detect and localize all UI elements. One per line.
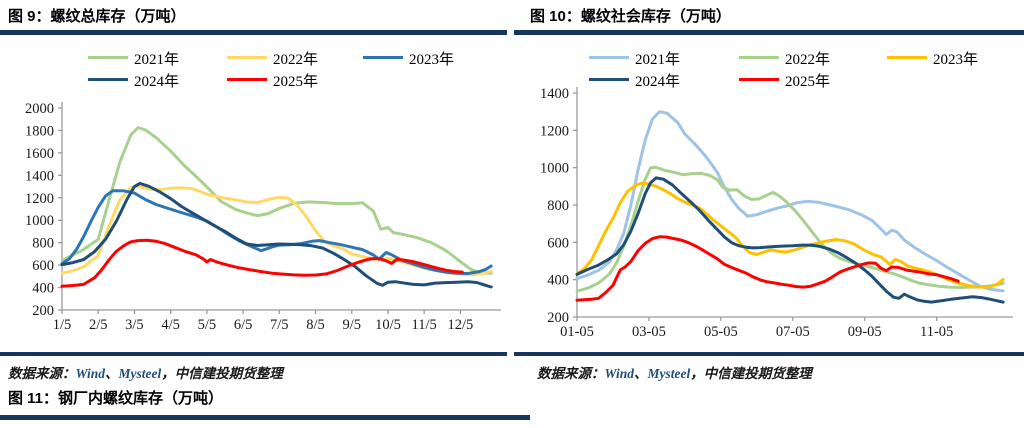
source-separator: 、 [634, 366, 648, 381]
legend-label: 2025年 [785, 74, 831, 90]
x-tick-label: 7/5 [270, 317, 289, 333]
source-note-left: 数据来源：Wind、Mysteel，中信建投期货整理 [8, 362, 283, 382]
legend-label: 2023年 [933, 52, 979, 68]
series-line-2024年 [575, 176, 1005, 304]
figure-9-title: 图 9：螺纹总库存（万吨） [8, 8, 186, 25]
legend-swatch-2024年 [88, 77, 128, 81]
source-mysteel: Mysteel [118, 366, 162, 381]
x-tick-label: 9/5 [342, 317, 361, 333]
legend-swatch-2024年 [589, 77, 629, 81]
figure-9-chart: 200 400 600 800 1000 1200 1400 1600 1800 2000 1/5 2… [25, 101, 501, 333]
legend-swatch-2025年 [739, 77, 779, 81]
x-tick-label: 3/5 [125, 317, 144, 333]
figure-10-title: 图 10：螺纹社会库存（万吨） [530, 8, 731, 25]
y-tick-label: 800 [32, 236, 54, 252]
series-line-2025年 [60, 238, 464, 288]
legend-swatch-2025年 [227, 77, 267, 81]
source-suffix: ，中信建投期货整理 [690, 366, 812, 381]
y-tick-label: 200 [32, 303, 54, 319]
legend-item-2024年: 2024年 [589, 70, 680, 90]
x-tick-label: 10/5 [375, 317, 401, 333]
x-tick-label: 1/5 [53, 317, 72, 333]
source-mysteel: Mysteel [647, 366, 691, 381]
x-tick-label: 8/5 [306, 317, 325, 333]
source-wind: Wind [75, 366, 106, 381]
x-tick-label: 11/5 [412, 317, 437, 333]
legend-label: 2021年 [635, 52, 681, 68]
figure-10-bottom-rule [514, 352, 1024, 356]
source-wind: Wind [604, 366, 635, 381]
y-tick-label: 600 [547, 235, 569, 251]
legend-item-2025年: 2025年 [227, 70, 318, 90]
legend-label: 2022年 [785, 52, 831, 68]
x-tick-label: 2/5 [89, 317, 108, 333]
legend-swatch-2023年 [363, 55, 403, 59]
source-note-right: 数据来源：Wind、Mysteel，中信建投期货整理 [537, 362, 812, 382]
y-tick-label: 1200 [540, 123, 569, 139]
y-tick-label: 400 [32, 281, 54, 297]
figure-9-bottom-rule [0, 352, 507, 356]
legend-label: 2021年 [134, 52, 180, 68]
y-tick-label: 800 [547, 198, 569, 214]
legend-item-2024年: 2024年 [88, 70, 179, 90]
source-prefix: 数据来源： [537, 366, 605, 381]
y-tick-label: 1800 [25, 123, 54, 139]
source-suffix: ，中信建投期货整理 [161, 366, 283, 381]
legend-swatch-2022年 [227, 55, 267, 59]
legend-item-2021年: 2021年 [88, 48, 179, 68]
x-tick-label: 6/5 [234, 317, 253, 333]
legend-item-2022年: 2022年 [739, 48, 830, 68]
legend-item-2023年: 2023年 [363, 48, 454, 68]
figure-10-title-rule [514, 30, 1024, 35]
figure-11-title: 图 11：钢厂内螺纹库存（万吨） [8, 390, 224, 407]
legend-item-2023年: 2023年 [887, 48, 978, 68]
series-line-2021年 [60, 126, 493, 275]
y-tick-label: 200 [547, 310, 569, 326]
figure-11-title-rule [0, 415, 530, 420]
legend-swatch-2022年 [739, 55, 779, 59]
figure-9-title-rule [0, 30, 507, 35]
x-tick-label: 11-05 [920, 324, 953, 340]
legend-item-2021年: 2021年 [589, 48, 680, 68]
series-line-2021年 [575, 110, 1005, 293]
x-tick-label: 12/5 [448, 317, 474, 333]
y-tick-label: 600 [32, 258, 54, 274]
x-tick-label: 4/5 [161, 317, 180, 333]
x-tick-label: 09-05 [848, 324, 882, 340]
y-tick-label: 2000 [25, 101, 54, 117]
y-tick-label: 1200 [25, 191, 54, 207]
series-line-2024年 [60, 181, 493, 289]
series-line-2025年 [575, 235, 960, 302]
legend-swatch-2021年 [88, 55, 128, 59]
legend-label: 2025年 [273, 74, 319, 90]
legend-swatch-2023年 [887, 55, 927, 59]
x-tick-label: 5/5 [198, 317, 217, 333]
figure-10-chart: 200 400 600 800 1000 1200 1400 01-05 03-05 05-05 0… [540, 86, 1013, 340]
source-prefix: 数据来源： [8, 366, 76, 381]
x-tick-label: 01-05 [560, 324, 594, 340]
y-tick-label: 400 [547, 273, 569, 289]
x-tick-label: 07-05 [776, 324, 810, 340]
series-line-2023年 [575, 181, 1005, 289]
legend-item-2022年: 2022年 [227, 48, 318, 68]
legend-label: 2022年 [273, 52, 319, 68]
legend-label: 2023年 [409, 52, 455, 68]
y-tick-label: 1400 [540, 86, 569, 102]
legend-item-2025年: 2025年 [739, 70, 830, 90]
y-tick-label: 1000 [25, 213, 54, 229]
y-tick-label: 1000 [540, 161, 569, 177]
series-line-2023年 [60, 189, 493, 275]
legend-label: 2024年 [134, 74, 180, 90]
y-tick-label: 1400 [25, 168, 54, 184]
legend-swatch-2021年 [589, 55, 629, 59]
legend-label: 2024年 [635, 74, 681, 90]
x-tick-label: 03-05 [632, 324, 666, 340]
source-separator: 、 [105, 366, 119, 381]
series-line-2022年 [575, 165, 1005, 293]
y-tick-label: 1600 [25, 146, 54, 162]
x-tick-label: 05-05 [704, 324, 738, 340]
